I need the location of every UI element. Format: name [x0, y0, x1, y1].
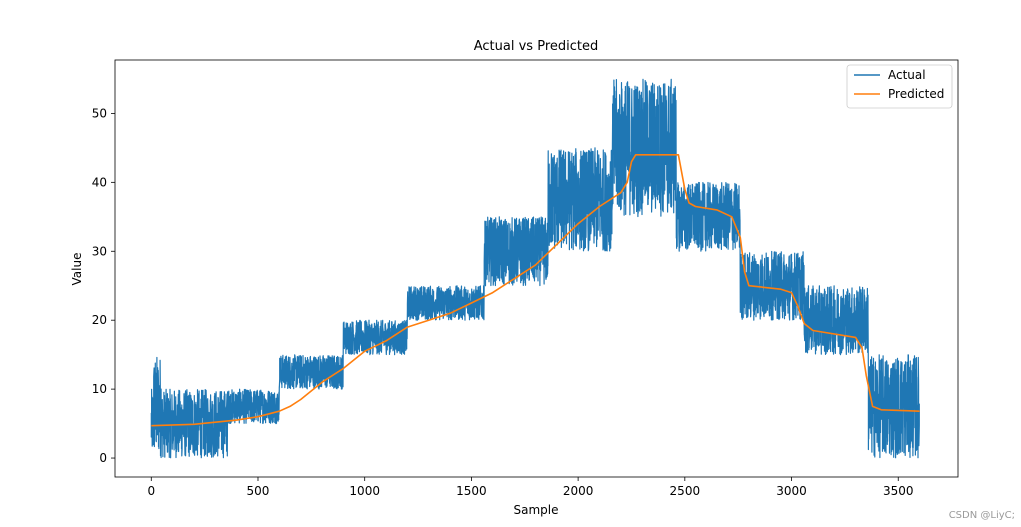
x-tick-label: 1500 — [456, 484, 487, 498]
x-axis-label: Sample — [514, 503, 559, 517]
plot-frame — [114, 59, 959, 478]
predicted-series — [151, 154, 920, 427]
axis-ticks: 0 500 1000 1500 2000 2500 3000 3500 0 10 20 30 40 50 — [92, 106, 914, 498]
x-tick-label: 3500 — [883, 484, 914, 498]
legend-label-actual: Actual — [888, 68, 926, 82]
x-tick-label: 3000 — [776, 484, 807, 498]
x-tick-label: 1000 — [349, 484, 380, 498]
actual-series — [150, 78, 920, 459]
y-axis-label: Value — [70, 253, 84, 286]
y-tick-label: 10 — [92, 382, 107, 396]
watermark: CSDN @LiyC; — [948, 510, 1015, 521]
y-tick-label: 30 — [92, 244, 107, 258]
y-tick-label: 0 — [99, 451, 107, 465]
x-tick-label: 500 — [247, 484, 270, 498]
y-tick-label: 40 — [92, 175, 107, 189]
predicted-line — [151, 154, 920, 427]
x-tick-label: 2000 — [563, 484, 594, 498]
chart-title: Actual vs Predicted — [474, 39, 598, 54]
x-tick-label: 2500 — [670, 484, 701, 498]
x-tick-label: 0 — [147, 484, 155, 498]
legend-label-predicted: Predicted — [888, 87, 944, 101]
y-tick-label: 50 — [92, 106, 107, 120]
legend: Actual Predicted — [846, 64, 953, 109]
y-tick-label: 20 — [92, 313, 107, 327]
actual-line — [150, 78, 920, 459]
